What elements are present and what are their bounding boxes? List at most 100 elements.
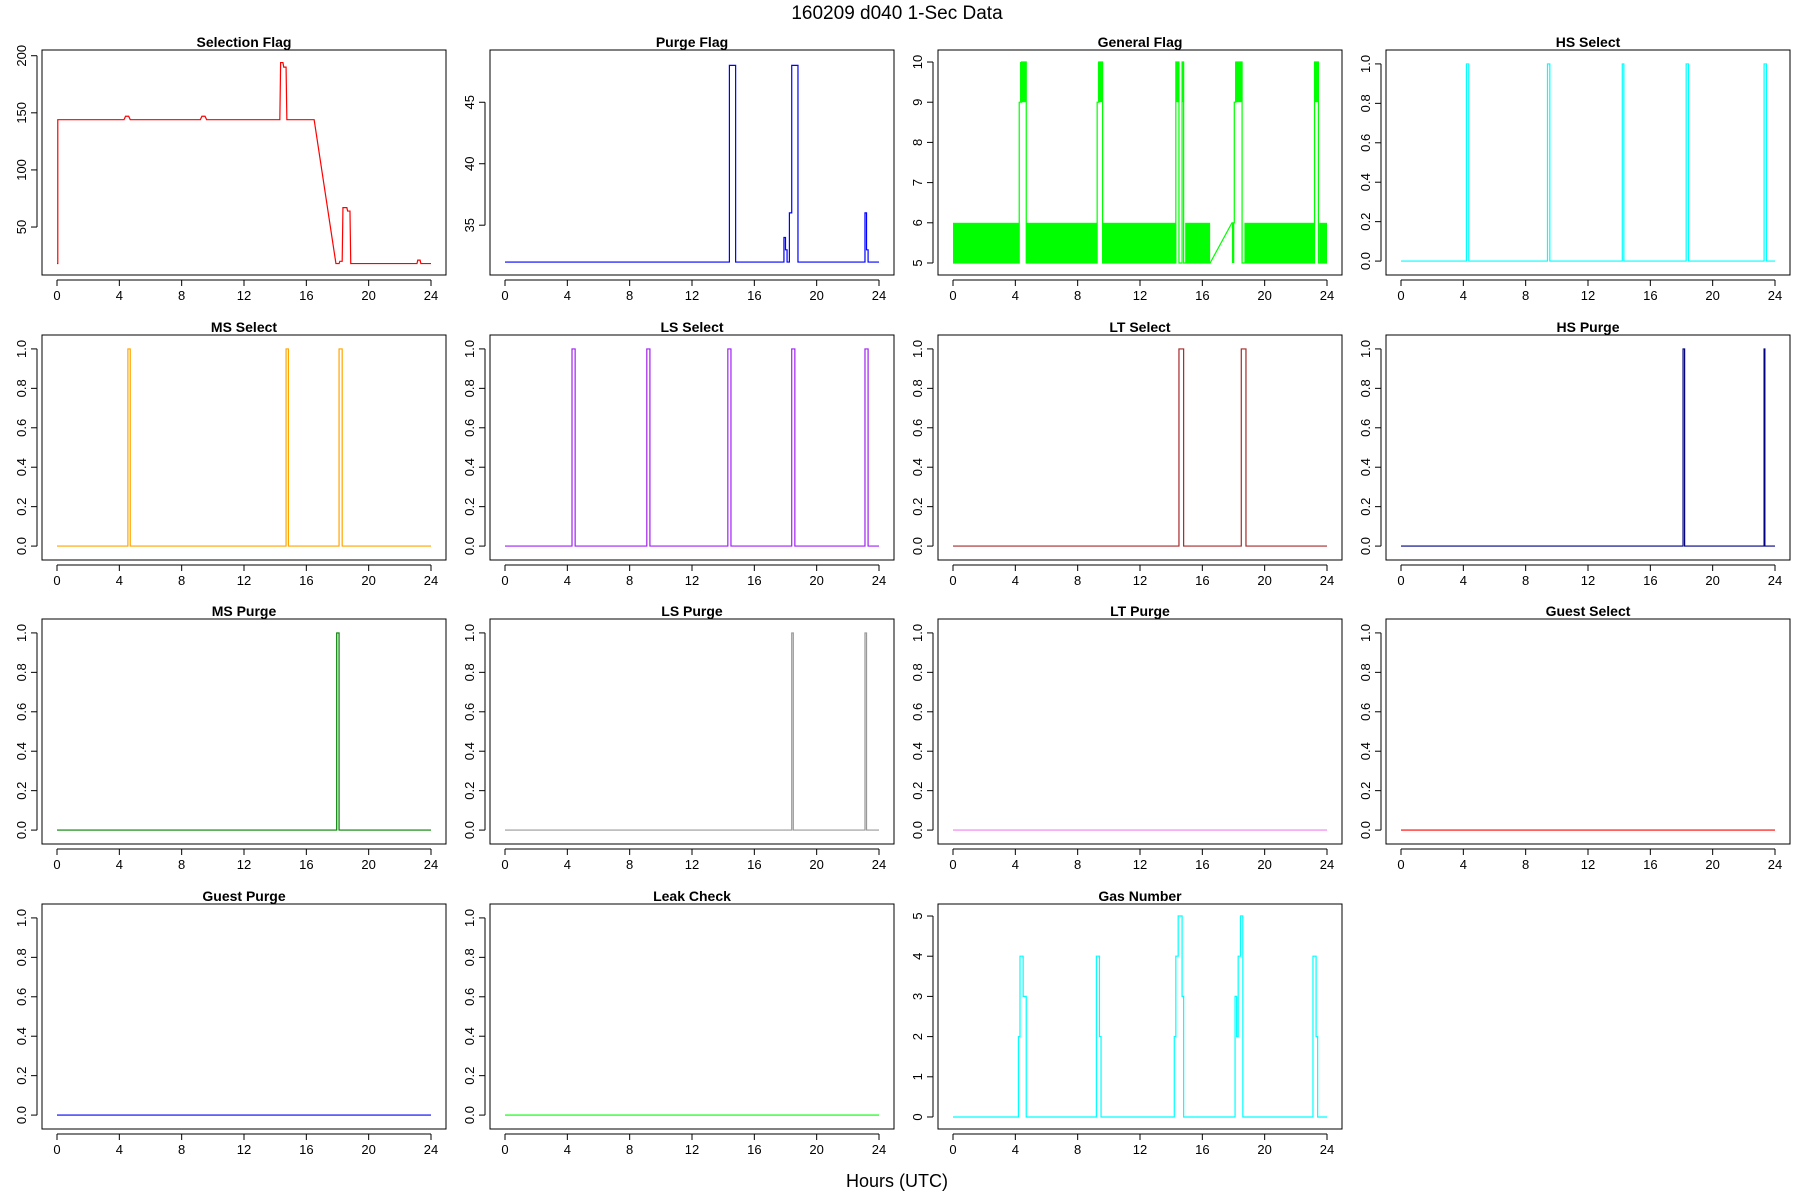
x-tick-label: 4 xyxy=(1012,1142,1019,1157)
panel-title: MS Purge xyxy=(212,603,277,619)
y-tick-label: 4 xyxy=(910,953,925,960)
x-tick-label: 4 xyxy=(1460,288,1467,303)
x-tick-label: 20 xyxy=(361,1142,375,1157)
y-tick-label: 0.6 xyxy=(462,419,477,437)
y-tick-label: 0.6 xyxy=(462,703,477,721)
x-tick-label: 16 xyxy=(1643,857,1657,872)
y-tick-label: 45 xyxy=(462,95,477,109)
y-tick-label: 0.0 xyxy=(1358,252,1373,270)
x-tick-label: 16 xyxy=(747,1142,761,1157)
x-tick-label: 4 xyxy=(1012,573,1019,588)
panel-title: LT Purge xyxy=(1110,603,1170,619)
plot-frame xyxy=(41,334,447,561)
x-tick-label: 24 xyxy=(1320,288,1334,303)
plot-frame xyxy=(489,334,895,561)
panel-title: Gas Number xyxy=(1098,888,1182,904)
x-tick-label: 8 xyxy=(626,1142,633,1157)
x-tick-label: 12 xyxy=(1581,857,1595,872)
y-tick-label: 0.0 xyxy=(14,1106,29,1124)
y-tick-label: 0 xyxy=(910,1113,925,1120)
series-line xyxy=(57,632,431,831)
y-tick-label: 0.4 xyxy=(14,1027,29,1045)
figure-title: 160209 d040 1-Sec Data xyxy=(791,3,1003,24)
x-tick-label: 0 xyxy=(501,857,508,872)
plot-frame xyxy=(41,49,447,276)
x-tick-label: 20 xyxy=(361,573,375,588)
x-tick-label: 8 xyxy=(1522,857,1529,872)
y-tick-label: 0.0 xyxy=(462,1106,477,1124)
x-tick-label: 4 xyxy=(116,857,123,872)
series-line xyxy=(953,61,1327,264)
x-tick-label: 16 xyxy=(1195,857,1209,872)
x-tick-label: 8 xyxy=(626,573,633,588)
series-line xyxy=(57,348,431,547)
x-tick-label: 0 xyxy=(53,857,60,872)
x-tick-label: 0 xyxy=(1397,857,1404,872)
series-band xyxy=(1319,222,1327,263)
plot-frame xyxy=(1385,49,1791,276)
panel-hs-select: HS Select 0 4 8 12 16 20 24 0.0 0.2 0.4 0.6 0.8 1.0 xyxy=(1358,34,1791,303)
y-tick-label: 0.0 xyxy=(1358,821,1373,839)
plot-frame xyxy=(489,618,895,845)
plot-frame xyxy=(1385,618,1791,845)
series-line xyxy=(505,348,879,547)
series-line xyxy=(505,64,879,263)
panel-leak-check: Leak Check 0 4 8 12 16 20 24 0.0 0.2 0.4 0.6 0.8 1.0 xyxy=(462,888,895,1157)
x-tick-label: 20 xyxy=(1257,288,1271,303)
x-tick-label: 8 xyxy=(178,857,185,872)
x-tick-label: 20 xyxy=(1257,573,1271,588)
y-tick-label: 0.4 xyxy=(14,458,29,476)
x-tick-label: 16 xyxy=(1195,288,1209,303)
y-tick-label: 5 xyxy=(910,259,925,266)
y-tick-label: 0.8 xyxy=(14,948,29,966)
x-tick-label: 16 xyxy=(747,288,761,303)
x-tick-label: 24 xyxy=(1320,857,1334,872)
series-band xyxy=(1102,222,1176,263)
series-band xyxy=(1026,222,1098,263)
panel-title: Guest Select xyxy=(1546,603,1631,619)
y-tick-label: 0.4 xyxy=(462,742,477,760)
y-tick-label: 0.4 xyxy=(462,458,477,476)
y-tick-label: 0.6 xyxy=(14,988,29,1006)
x-tick-label: 12 xyxy=(1581,573,1595,588)
x-tick-label: 4 xyxy=(1012,857,1019,872)
y-tick-label: 0.0 xyxy=(462,537,477,555)
y-tick-label: 0.2 xyxy=(14,782,29,800)
y-tick-label: 0.8 xyxy=(14,379,29,397)
panel-ms-purge: MS Purge 0 4 8 12 16 20 24 0.0 0.2 0.4 0.6 0.8 1.0 xyxy=(14,603,447,872)
y-tick-label: 0.0 xyxy=(462,821,477,839)
y-tick-label: 0.6 xyxy=(14,419,29,437)
y-tick-label: 7 xyxy=(910,179,925,186)
y-tick-label: 1.0 xyxy=(14,624,29,642)
x-tick-label: 12 xyxy=(1133,288,1147,303)
x-tick-label: 8 xyxy=(1522,573,1529,588)
x-tick-label: 4 xyxy=(1460,573,1467,588)
y-tick-label: 0.8 xyxy=(462,948,477,966)
plot-frame xyxy=(1385,334,1791,561)
y-tick-label: 0.2 xyxy=(1358,213,1373,231)
x-tick-label: 20 xyxy=(361,857,375,872)
y-tick-label: 0.2 xyxy=(462,498,477,516)
y-tick-label: 0.4 xyxy=(462,1027,477,1045)
y-tick-label: 3 xyxy=(910,993,925,1000)
panel-title: HS Select xyxy=(1556,34,1621,50)
x-tick-label: 4 xyxy=(1460,857,1467,872)
y-tick-label: 0.8 xyxy=(462,663,477,681)
panel-ls-select: LS Select 0 4 8 12 16 20 24 0.0 0.2 0.4 0.6 0.8 1.0 xyxy=(462,319,895,588)
y-tick-label: 0.0 xyxy=(910,537,925,555)
x-tick-label: 12 xyxy=(237,857,251,872)
panel-title: Purge Flag xyxy=(656,34,728,50)
plot-frame xyxy=(489,903,895,1130)
panel-title: LT Select xyxy=(1109,319,1171,335)
y-tick-label: 0.8 xyxy=(14,663,29,681)
series-spike xyxy=(1314,62,1319,103)
x-tick-label: 8 xyxy=(1074,857,1081,872)
y-tick-label: 150 xyxy=(14,102,29,124)
y-tick-label: 0.4 xyxy=(910,458,925,476)
x-tick-label: 8 xyxy=(1074,573,1081,588)
y-tick-label: 0.6 xyxy=(1358,703,1373,721)
series-spike xyxy=(1097,62,1103,103)
series-line xyxy=(953,348,1327,547)
x-tick-label: 0 xyxy=(949,288,956,303)
